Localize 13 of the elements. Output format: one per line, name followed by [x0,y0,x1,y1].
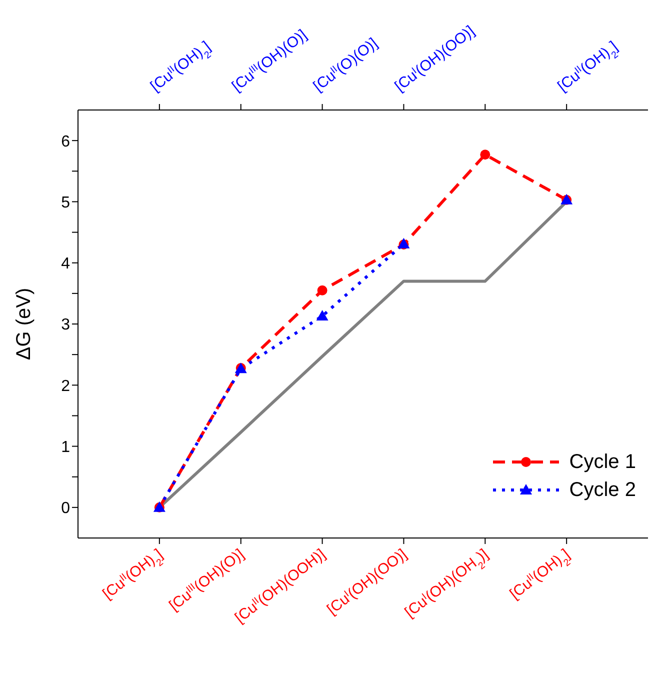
point [317,285,328,296]
legend-label: Cycle 2 [569,478,636,502]
y-tick-label: 6 [61,133,70,150]
y-tick-label: 1 [61,438,70,456]
y-tick-label: 5 [61,194,70,212]
y-tick-label: 4 [61,256,70,273]
point [316,310,328,321]
y-tick-label: 0 [61,500,70,518]
y-axis-title: ΔG (eV) [13,288,36,360]
y-tick-label: 3 [61,316,70,334]
legend-label: Cycle 1 [569,450,636,474]
y-tick-label: 2 [61,378,70,395]
point [480,150,490,160]
